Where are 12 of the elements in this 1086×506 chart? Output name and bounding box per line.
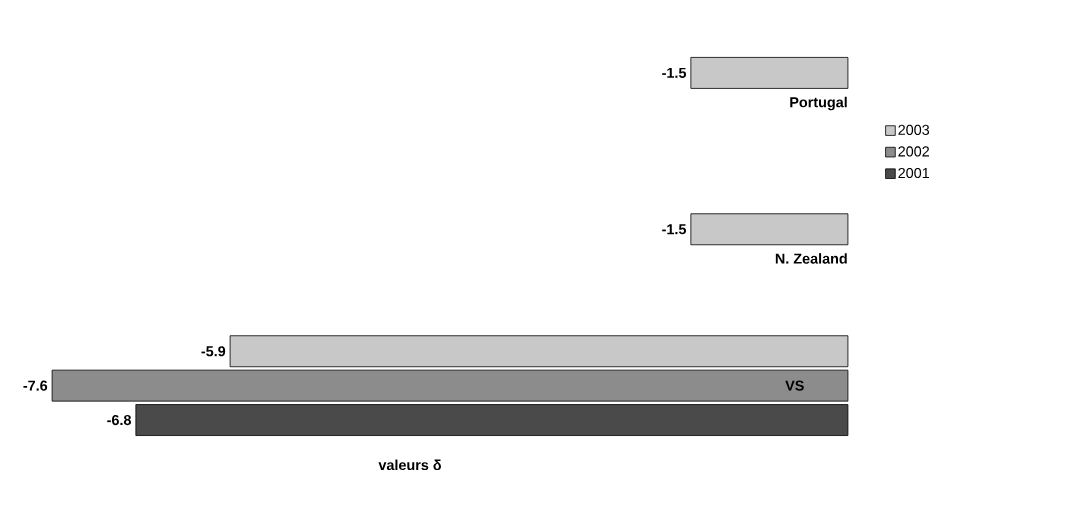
legend-label: 2001 — [898, 167, 930, 179]
y-tick-label: VS — [785, 380, 804, 391]
y-tick-label: Portugal — [790, 96, 847, 111]
legend-label: 2002 — [898, 146, 929, 157]
data-label: -7.6 — [23, 380, 48, 391]
y-tick-label: N. Zealand — [775, 253, 847, 264]
legend-label: 2003 — [898, 124, 930, 135]
data-label: -1.5 — [662, 224, 687, 235]
data-label: -6.8 — [107, 414, 132, 426]
x-axis-title: valeurs δ — [378, 459, 441, 471]
data-label: -5.9 — [201, 346, 226, 357]
data-label: -1.5 — [662, 67, 687, 78]
